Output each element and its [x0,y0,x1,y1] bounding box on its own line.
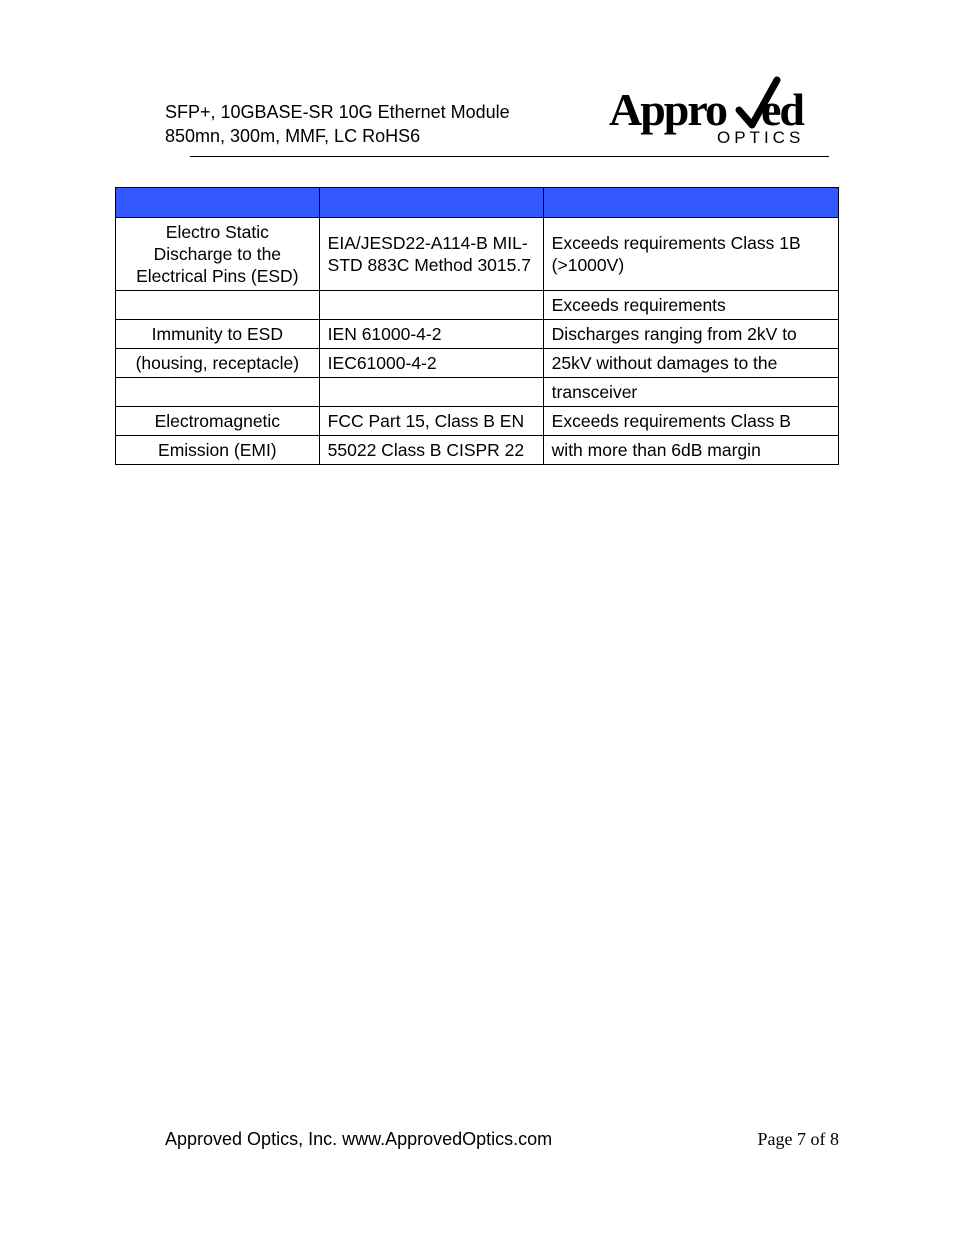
table-cell: IEC61000-4-2 [319,349,543,378]
header-product-info: SFP+, 10GBASE-SR 10G Ethernet Module 850… [165,75,510,148]
logo-svg: Appro ed OPTICS [609,75,839,150]
table-header-cell [543,188,838,218]
table-cell: IEN 61000-4-2 [319,320,543,349]
table-cell [116,378,320,407]
table-header-cell [116,188,320,218]
table-cell: transceiver [543,378,838,407]
table-cell: 55022 Class B CISPR 22 [319,436,543,465]
table-cell: Electromagnetic [116,407,320,436]
header-line-2: 850mn, 300m, MMF, LC RoHS6 [165,124,510,148]
company-logo: Appro ed OPTICS [609,75,839,145]
svg-text:OPTICS: OPTICS [717,128,804,147]
table-row: Electro Static Discharge to the Electric… [116,218,839,291]
table-header-cell [319,188,543,218]
table-row: transceiver [116,378,839,407]
specifications-table: Electro Static Discharge to the Electric… [115,187,839,465]
table-cell [319,378,543,407]
table-cell: Immunity to ESD [116,320,320,349]
table-cell: EIA/JESD22-A114-B MIL-STD 883C Method 30… [319,218,543,291]
svg-text:Appro: Appro [609,84,727,135]
table-cell: Emission (EMI) [116,436,320,465]
table-cell: Exceeds requirements Class B [543,407,838,436]
table-row: Electromagnetic FCC Part 15, Class B EN … [116,407,839,436]
table-cell: (housing, receptacle) [116,349,320,378]
document-footer: Approved Optics, Inc. www.ApprovedOptics… [115,1129,839,1150]
table-cell [116,291,320,320]
table-cell: with more than 6dB margin [543,436,838,465]
table-row: (housing, receptacle) IEC61000-4-2 25kV … [116,349,839,378]
table-header-row [116,188,839,218]
table-cell: Exceeds requirements Class 1B (>1000V) [543,218,838,291]
table-cell: Exceeds requirements [543,291,838,320]
table-row: Immunity to ESD IEN 61000-4-2 Discharges… [116,320,839,349]
page-container: SFP+, 10GBASE-SR 10G Ethernet Module 850… [0,0,954,1235]
table-cell: Discharges ranging from 2kV to [543,320,838,349]
table-row: Exceeds requirements [116,291,839,320]
table-cell: Electro Static Discharge to the Electric… [116,218,320,291]
table-cell: FCC Part 15, Class B EN [319,407,543,436]
footer-company-info: Approved Optics, Inc. www.ApprovedOptics… [165,1129,552,1150]
table-row: Emission (EMI) 55022 Class B CISPR 22 wi… [116,436,839,465]
table-cell [319,291,543,320]
table-cell: 25kV without damages to the [543,349,838,378]
document-header: SFP+, 10GBASE-SR 10G Ethernet Module 850… [115,75,839,148]
header-divider [190,156,829,157]
footer-page-number: Page 7 of 8 [758,1129,839,1150]
header-line-1: SFP+, 10GBASE-SR 10G Ethernet Module [165,100,510,124]
